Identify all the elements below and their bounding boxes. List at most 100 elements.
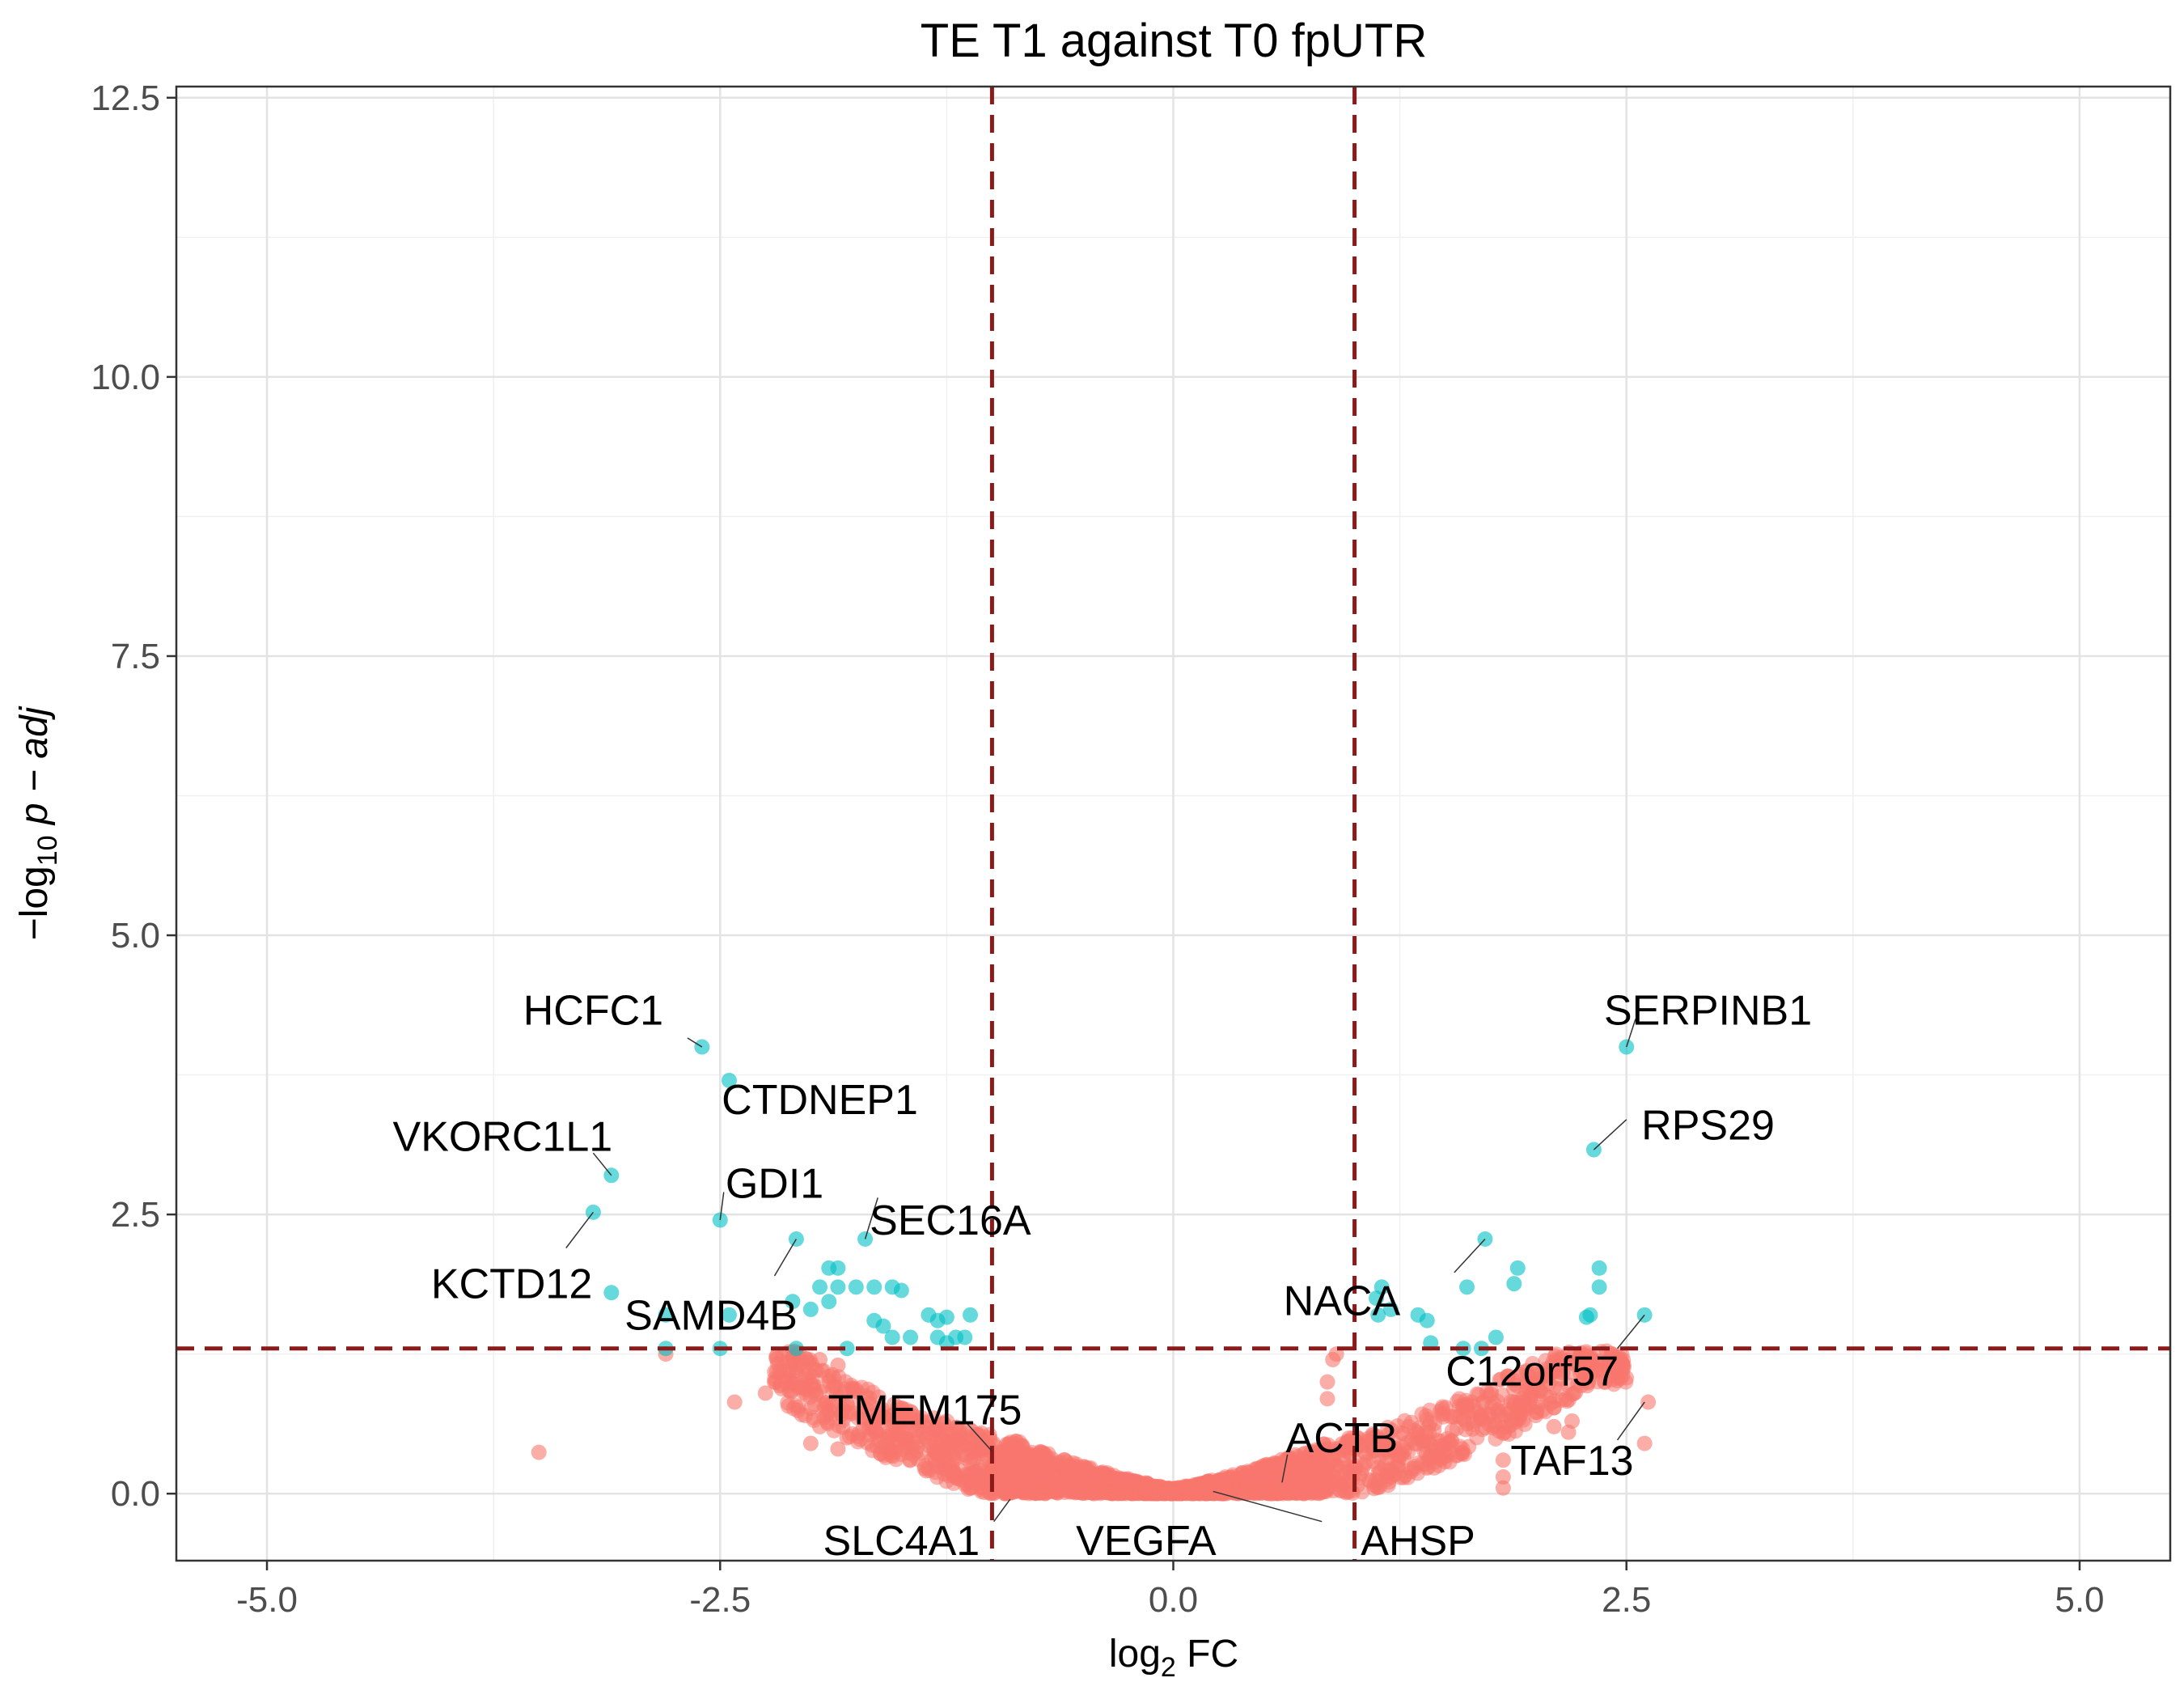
label-leader-line [565,1211,595,1248]
significant-point [1591,1260,1607,1276]
x-tick-label: -5.0 [236,1580,298,1620]
nonsig-point [802,1435,819,1451]
label-leader-line [1213,1490,1323,1523]
label-leaders [565,1019,1645,1523]
y-tick-label: 5.0 [111,916,160,955]
significant-point [884,1329,900,1345]
gene-label: VKORC1L1 [393,1113,613,1160]
label-leader-line [964,1420,993,1452]
nonsig-point [1048,1457,1064,1473]
significant-point [830,1279,846,1295]
nonsig-point [1419,1460,1435,1477]
nonsig-point [1495,1480,1511,1496]
nonsig-point [1596,1374,1612,1390]
significant-point [1488,1329,1504,1345]
chart-title: TE T1 against T0 fpUTR [921,15,1427,67]
significant-point [1506,1276,1522,1292]
nonsig-point [1495,1452,1511,1468]
significant-point [893,1282,909,1299]
significant-point [848,1279,864,1295]
nonsig-point [1200,1476,1217,1492]
nonsig-point [1444,1423,1460,1439]
nonsig-point [1572,1348,1589,1364]
gene-label: AHSP [1361,1518,1475,1565]
nonsig-point [830,1357,846,1373]
nonsig-point [1065,1474,1081,1490]
significant-point [785,1294,801,1310]
label-leader-line [864,1197,878,1239]
nonsig-point [1069,1463,1085,1479]
significant-point [1591,1279,1607,1295]
nonsig-point [821,1368,837,1384]
nonsig-point [973,1443,989,1459]
nonsig-point [1477,1420,1493,1436]
nonsig-point [933,1460,949,1476]
nonsig-point [963,1423,980,1439]
nonsig-point [1500,1368,1517,1384]
nonsig-point [1248,1472,1264,1489]
nonsig-point [1434,1400,1450,1417]
nonsig-point [826,1422,842,1438]
nonsig-point [1560,1377,1576,1393]
nonsig-point [971,1463,988,1479]
significant-point [866,1279,882,1295]
nonsig-point [1418,1445,1434,1461]
data-points [585,1039,1653,1357]
label-leader-line [1616,1401,1645,1441]
gene-label: GDI1 [726,1160,823,1207]
gene-label: TAF13 [1510,1438,1633,1485]
nonsig-point [1337,1483,1353,1499]
nonsig-point [875,1409,891,1425]
nonsig-point [899,1444,916,1460]
nonsig-point [767,1374,782,1390]
significant-point [1419,1312,1435,1328]
nonsig-point [928,1434,944,1451]
gene-label: SAMD4B [624,1292,798,1339]
nonsig-point [1002,1434,1018,1451]
y-axis-label: −log10 p − adj [13,705,63,940]
nonsig-point [1038,1478,1054,1494]
nonsig-point [1391,1447,1407,1464]
nonsig-point [1319,1391,1335,1407]
gene-label: RPS29 [1641,1103,1775,1150]
nonsig-point [887,1405,903,1421]
axes: -5.0 -2.5 0.0 2.5 5.0 0.0 2.5 5.0 7.5 10.0 12.5 [91,78,2104,1620]
nonsig-point [948,1432,964,1448]
nonsig-point [907,1409,923,1425]
label-leader-line [719,1192,725,1221]
gene-label: SLC4A1 [823,1518,980,1565]
nonsig-point [866,1422,882,1438]
nonsig-point [1564,1413,1580,1429]
nonsig-point [1465,1413,1481,1430]
nonsig-point [1484,1383,1500,1400]
nonsig-point [1490,1402,1506,1418]
y-tick-label: 7.5 [111,637,160,676]
nonsig-point [1537,1368,1553,1384]
gene-label: ACTB [1286,1415,1399,1462]
x-axis-label: log2 FC [1109,1633,1238,1683]
nonsig-point [819,1407,836,1423]
nonsig-point [1286,1483,1302,1499]
nonsig-point [844,1380,860,1396]
nonsig-point [1592,1356,1608,1372]
nonsig-point [1019,1464,1035,1481]
gene-labels: HCFC1 CTDNEP1 VKORC1L1 GDI1 SEC16A KCTD12 SAMD… [393,988,1813,1566]
x-tick-label: 5.0 [2055,1580,2104,1620]
nonsig-point [895,1429,911,1445]
significant-point [788,1341,804,1357]
significant-point [1368,1290,1384,1307]
nonsig-point [935,1446,951,1462]
nonsig-point [795,1384,811,1400]
x-tick-label: 0.0 [1149,1580,1198,1620]
nonsig-point [1131,1485,1147,1502]
significant-point [1509,1260,1526,1276]
nonsig-point [1394,1425,1410,1441]
significant-point [938,1309,954,1325]
gene-label: SERPINB1 [1604,988,1812,1035]
gene-label: HCFC1 [523,988,663,1035]
nonsig-point [946,1451,963,1468]
nonsig-point [857,1405,874,1421]
label-leader-line [687,1037,703,1048]
nonsig-point [1553,1351,1569,1367]
